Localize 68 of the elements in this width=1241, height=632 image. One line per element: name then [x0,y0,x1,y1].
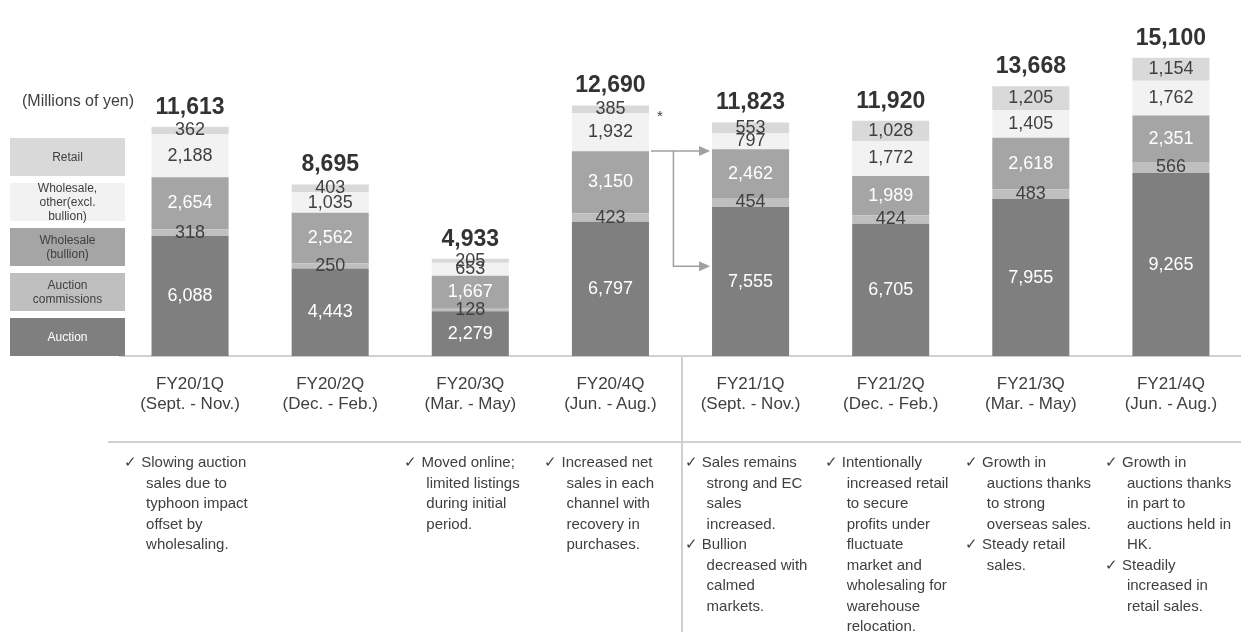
annotation: * [656,107,663,125]
bar [992,198,1070,357]
total-label: 8,695 [301,150,360,177]
data-label: 4,443 [307,301,353,322]
x-tick-label: FY21/2Q (Dec. - Feb.) [842,374,939,414]
data-label: 2,188 [167,144,213,165]
data-label: 2,562 [307,227,353,248]
text: ✓ Intentionally increased retail to secure profits under fluctuate market and wholesaling for warehouse relocation. [824,453,949,632]
x-tick-label: FY20/3Q (Mar. - May) [424,374,517,414]
x-tick-label: FY20/4Q (Jun. - Aug.) [564,374,657,414]
text: Auction commissions [31,278,104,307]
bar [571,221,649,357]
text: ✓ Increased net sales in each channel with recovery in purchases. [544,452,655,554]
data-label: 6,797 [587,278,633,299]
data-label: 7,955 [1008,266,1054,287]
total-label: 11,920 [856,86,926,113]
data-label: 2,462 [728,162,774,183]
total-label: 11,613 [155,92,225,119]
data-label: 423 [595,206,626,227]
bar [1132,173,1210,357]
bar [852,140,930,177]
data-label: 2,654 [167,192,213,213]
text: ✓ Growth in auctions thanks to strong overseas sales. ✓ Steady retail sales. [964,452,1093,575]
text: ✓ Slowing auction sales due to typhoon impact offset by wholesaling. [124,452,249,554]
data-label: 6,088 [167,285,213,306]
data-label: 2,618 [1008,152,1054,173]
data-label: 385 [595,98,626,119]
x-tick-label: FY21/4Q (Jun. - Aug.) [1124,374,1218,414]
text: ✓ Sales remains strong and EC sales increased. ✓ Bullion decreased with calmed markets. [684,452,809,616]
text: Retail [52,150,83,165]
data-label: 250 [315,254,346,275]
total-label: 15,100 [1135,23,1207,50]
x-tick-label: FY20/1Q (Sept. - Nov.) [140,374,240,414]
data-label: 362 [175,119,206,140]
data-label: 1,772 [868,147,914,168]
data-label: 566 [1155,156,1186,177]
bar [852,223,930,357]
data-label: 483 [1015,183,1046,204]
data-label: 454 [735,191,766,212]
data-label: 9,265 [1148,253,1194,274]
text: Auction [47,330,88,345]
annotation: (Millions of yen) [22,92,135,110]
data-label: 424 [875,208,906,229]
text: Wholesale (bullion) [38,233,97,262]
x-tick-label: FY21/1Q (Sept. - Nov.) [700,374,801,414]
data-label: 7,555 [728,270,774,291]
total-label: 13,668 [995,51,1067,78]
text: ✓ Growth in auctions thanks in part to auctions held in HK. ✓ Steadily increased in retail sales. [1104,452,1233,616]
data-label: 1,932 [587,121,633,142]
data-label: 318 [175,221,206,242]
data-label: 3,150 [587,171,633,192]
data-label: 1,762 [1148,87,1194,108]
text: ✓ Moved online; limited listings during initial period. [404,452,521,534]
x-tick-label: FY21/3Q (Mar. - May) [985,374,1077,414]
total-label: 11,823 [716,88,786,115]
data-label: 1,205 [1008,87,1054,107]
data-label: 1,028 [868,119,914,140]
text: Wholesale, other(excl. bullion) [36,181,99,224]
data-label: 1,989 [868,184,914,205]
data-label: 2,351 [1148,127,1194,148]
data-label: 2,279 [447,322,493,343]
bar [712,206,790,357]
data-label: 1,405 [1008,112,1054,133]
data-label: 6,705 [868,278,914,299]
data-label: 1,154 [1148,58,1194,79]
total-label: 12,690 [575,71,646,98]
x-tick-label: FY20/2Q (Dec. - Feb.) [282,374,378,414]
total-label: 4,933 [441,224,500,251]
